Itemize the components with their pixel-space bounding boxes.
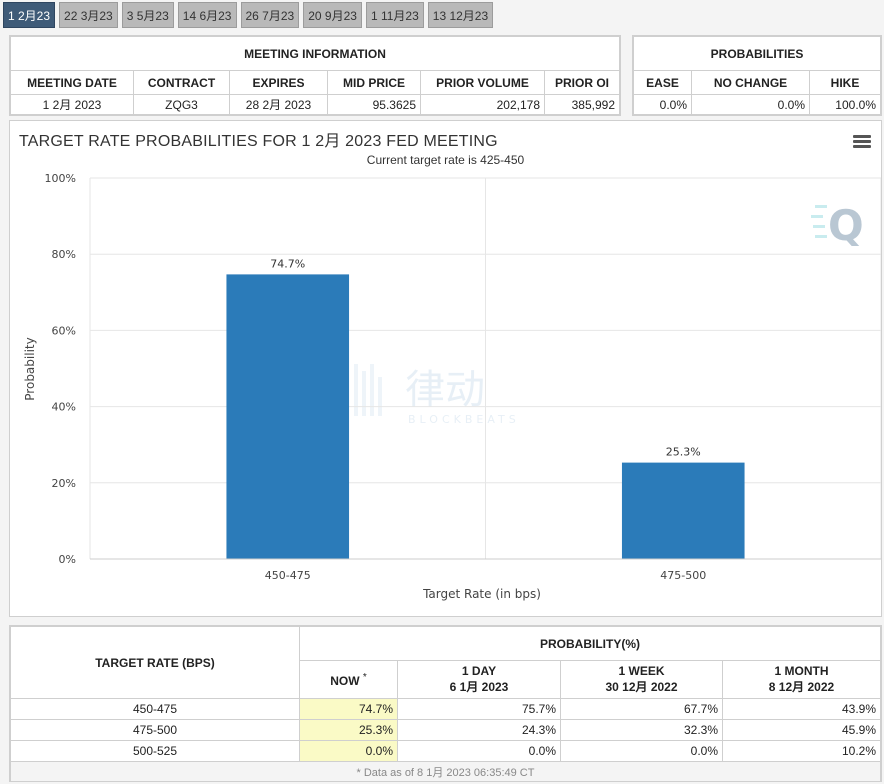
column-1-day-label: 1 DAY — [461, 664, 497, 678]
column-now-note: * — [362, 671, 367, 683]
expires-value: 28 2月 2023 — [229, 94, 328, 115]
tab-meeting-7[interactable]: 1 11月23 — [365, 2, 424, 28]
column-1-month-date: 8 12月 2022 — [768, 680, 835, 694]
probabilities-panel: PROBABILITIES EASE NO CHANGE HIKE 0.0% 0… — [632, 35, 882, 116]
cell-1-week: 32.3% — [560, 719, 723, 741]
cell-1-day: 24.3% — [397, 719, 561, 741]
y-tick-label: 0% — [59, 553, 76, 566]
cell-now: 0.0% — [299, 740, 398, 762]
column-now: NOW * — [299, 660, 398, 699]
y-tick-label: 80% — [52, 248, 76, 261]
header-no-change: NO CHANGE — [691, 70, 810, 95]
table-row: 450-475 74.7% 75.7% 67.7% 43.9% — [10, 698, 881, 720]
chart-title: TARGET RATE PROBABILITIES FOR 1 2月 2023 … — [19, 133, 498, 150]
x-tick-label: 450-475 — [265, 569, 311, 582]
bar-data-label: 74.7% — [270, 257, 305, 270]
no-change-value: 0.0% — [691, 94, 810, 115]
watermark-text: 律动 — [405, 367, 485, 413]
watermark: 律动 BLOCKBEATS — [354, 364, 520, 426]
chart-subtitle: Current target rate is 425-450 — [366, 153, 525, 167]
cell-1-month: 10.2% — [722, 740, 881, 762]
header-ease: EASE — [633, 70, 692, 95]
cell-now: 25.3% — [299, 719, 398, 741]
tab-meeting-3[interactable]: 3 5月23 — [121, 2, 174, 28]
row-rate: 450-475 — [10, 698, 300, 720]
q-logo-stripe — [811, 215, 823, 218]
cell-1-month: 45.9% — [722, 719, 881, 741]
header-mid-price: MID PRICE — [327, 70, 421, 95]
cell-1-day: 75.7% — [397, 698, 561, 720]
tab-meeting-4[interactable]: 14 6月23 — [177, 2, 237, 28]
watermark-bar — [370, 364, 374, 416]
q-logo-stripe — [815, 205, 827, 208]
target-rate-header: TARGET RATE (BPS) — [10, 626, 300, 699]
row-rate: 500-525 — [10, 740, 300, 762]
column-1-day-date: 6 1月 2023 — [449, 680, 509, 694]
q-logo-letter: Q — [828, 201, 864, 250]
cell-1-week: 67.7% — [560, 698, 723, 720]
probabilities-title: PROBABILITIES — [633, 36, 881, 71]
y-tick-label: 60% — [52, 324, 76, 337]
watermark-bar — [378, 377, 382, 416]
column-1-day: 1 DAY 6 1月 2023 — [397, 660, 561, 699]
hike-value: 100.0% — [809, 94, 881, 115]
header-contract: CONTRACT — [133, 70, 230, 95]
watermark-bar — [354, 364, 358, 416]
probability-table-panel: TARGET RATE (BPS) PROBABILITY(%) NOW * 1… — [9, 625, 882, 782]
y-tick-label: 100% — [45, 172, 76, 185]
x-tick-label: 475-500 — [660, 569, 706, 582]
header-meeting-date: MEETING DATE — [10, 70, 134, 95]
meeting-date-value: 1 2月 2023 — [10, 94, 134, 115]
bar — [226, 274, 350, 559]
watermark-subtext: BLOCKBEATS — [408, 413, 520, 426]
header-prior-oi: PRIOR OI — [544, 70, 620, 95]
bar-chart: 律动 BLOCKBEATS Q 74.7% 25.3% 0% 20% 40% 60% 80… — [23, 172, 881, 601]
cell-1-month: 43.9% — [722, 698, 881, 720]
x-axis-label: Target Rate (in bps) — [422, 587, 541, 601]
column-1-month-label: 1 MONTH — [774, 664, 829, 678]
chart-panel: TARGET RATE PROBABILITIES FOR 1 2月 2023 … — [9, 120, 882, 617]
y-tick-label: 20% — [52, 477, 76, 490]
table-row: 475-500 25.3% 24.3% 32.3% 45.9% — [10, 719, 881, 741]
meeting-tabs: 1 2月23 22 3月23 3 5月23 14 6月23 26 7月23 20… — [3, 2, 494, 30]
cell-1-day: 0.0% — [397, 740, 561, 762]
column-1-week-label: 1 WEEK — [618, 664, 665, 678]
y-axis-label: Probability — [23, 337, 37, 400]
bar — [621, 462, 745, 559]
prior-volume-value: 202,178 — [420, 94, 545, 115]
tab-meeting-1[interactable]: 1 2月23 — [3, 2, 56, 28]
cell-now: 74.7% — [299, 698, 398, 720]
q-logo: Q — [811, 201, 864, 250]
cell-1-week: 0.0% — [560, 740, 723, 762]
data-footnote: * Data as of 8 1月 2023 06:35:49 CT — [10, 761, 881, 782]
column-1-month: 1 MONTH 8 12月 2022 — [722, 660, 881, 699]
tab-meeting-6[interactable]: 20 9月23 — [303, 2, 362, 28]
table-row: 500-525 0.0% 0.0% 0.0% 10.2% — [10, 740, 881, 762]
ease-value: 0.0% — [633, 94, 692, 115]
meeting-info-panel: MEETING INFORMATION MEETING DATE CONTRAC… — [9, 35, 621, 116]
tab-meeting-8[interactable]: 13 12月23 — [427, 2, 494, 28]
prior-oi-value: 385,992 — [544, 94, 620, 115]
chart-menu-icon[interactable] — [853, 135, 871, 149]
column-now-label: NOW — [330, 673, 360, 688]
probability-group-header: PROBABILITY(%) — [299, 626, 881, 661]
column-1-week-date: 30 12月 2022 — [605, 680, 678, 694]
meeting-info-title: MEETING INFORMATION — [10, 36, 620, 71]
contract-value: ZQG3 — [133, 94, 230, 115]
q-logo-stripe — [813, 225, 825, 228]
header-prior-volume: PRIOR VOLUME — [420, 70, 545, 95]
mid-price-value: 95.3625 — [327, 94, 421, 115]
y-tick-label: 40% — [52, 401, 76, 414]
bar-data-label: 25.3% — [666, 446, 701, 459]
column-1-week: 1 WEEK 30 12月 2022 — [560, 660, 723, 699]
row-rate: 475-500 — [10, 719, 300, 741]
header-hike: HIKE — [809, 70, 881, 95]
tab-meeting-5[interactable]: 26 7月23 — [240, 2, 300, 28]
header-expires: EXPIRES — [229, 70, 328, 95]
q-logo-stripe — [815, 235, 827, 238]
watermark-bar — [362, 371, 366, 416]
tab-meeting-2[interactable]: 22 3月23 — [59, 2, 118, 28]
